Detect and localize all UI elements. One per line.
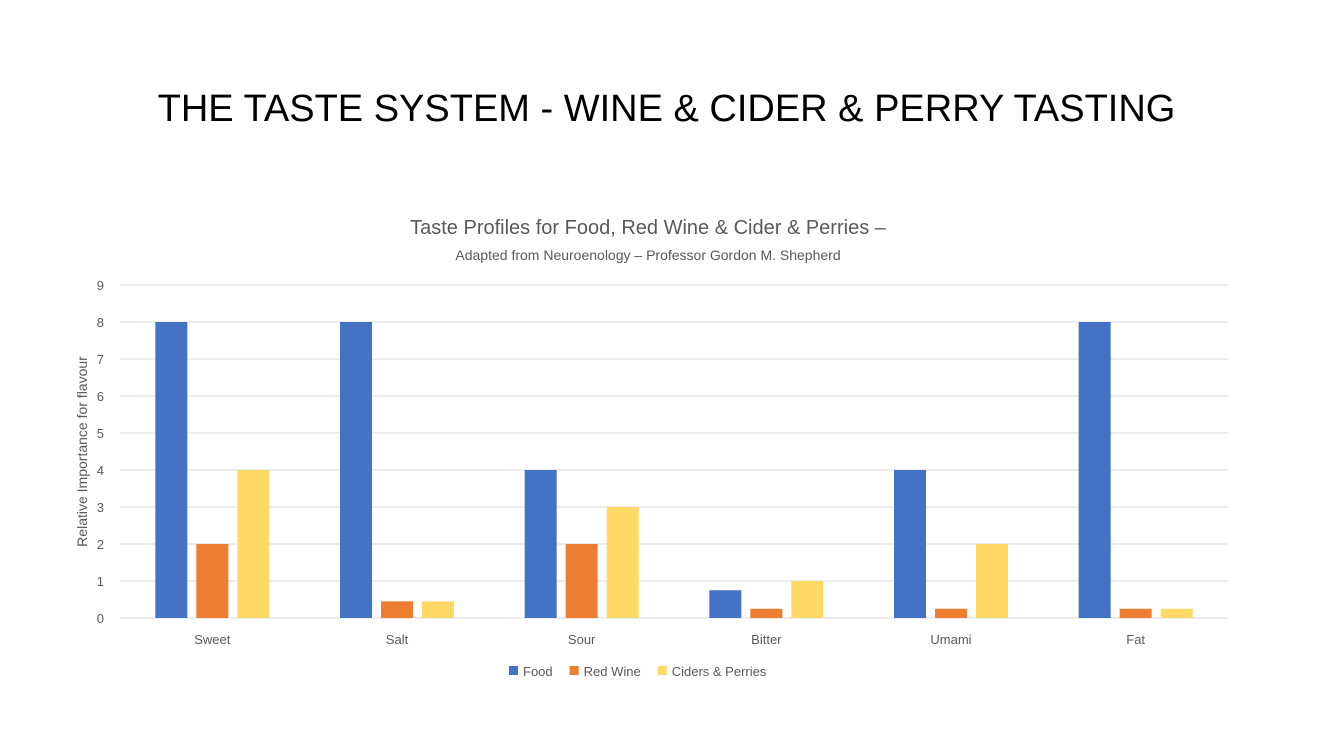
bar-red-wine-sour bbox=[565, 544, 598, 618]
bar-red-wine-salt bbox=[381, 601, 413, 618]
legend-label: Ciders & Perries bbox=[672, 664, 767, 679]
chart-title: Taste Profiles for Food, Red Wine & Cide… bbox=[410, 217, 887, 239]
bar-food-sour bbox=[524, 470, 557, 618]
bar-food-sweet bbox=[155, 322, 188, 618]
y-tick-label: 7 bbox=[97, 352, 104, 367]
y-tick-label: 8 bbox=[97, 315, 104, 330]
y-tick-label: 3 bbox=[97, 500, 104, 515]
x-tick-label: Fat bbox=[1126, 632, 1145, 647]
y-tick-label: 2 bbox=[97, 537, 104, 552]
bar-food-salt bbox=[340, 322, 372, 618]
y-tick-label: 4 bbox=[97, 463, 104, 478]
legend-swatch bbox=[569, 666, 579, 675]
x-tick-label: Sour bbox=[568, 632, 596, 647]
x-tick-label: Umami bbox=[930, 632, 971, 647]
bar-red-wine-bitter bbox=[750, 608, 783, 618]
bar-food-umami bbox=[894, 470, 926, 618]
legend-swatch bbox=[657, 666, 667, 675]
legend-label: Food bbox=[523, 664, 553, 679]
bar-ciders-perries-umami bbox=[976, 544, 1008, 618]
bar-red-wine-fat bbox=[1119, 608, 1152, 618]
legend-swatch bbox=[509, 666, 518, 675]
y-tick-label: 6 bbox=[97, 389, 104, 404]
chart-subtitle: Adapted from Neuroenology – Professor Go… bbox=[455, 247, 840, 263]
bar-ciders-perries-fat bbox=[1160, 608, 1193, 618]
y-axis-label: Relative Importance for flavour bbox=[74, 356, 90, 547]
bar-red-wine-sweet bbox=[196, 544, 229, 618]
y-tick-label: 9 bbox=[97, 278, 104, 293]
bar-ciders-perries-salt bbox=[422, 601, 454, 618]
bar-food-fat bbox=[1078, 322, 1111, 618]
x-tick-label: Bitter bbox=[751, 632, 782, 647]
bar-red-wine-umami bbox=[935, 608, 967, 618]
y-tick-label: 0 bbox=[97, 611, 104, 626]
slide-title: THE TASTE SYSTEM - WINE & CIDER & PERRY … bbox=[157, 88, 1176, 130]
bar-ciders-perries-sweet bbox=[237, 470, 270, 618]
y-tick-label: 5 bbox=[97, 426, 104, 441]
bar-food-bitter bbox=[709, 590, 742, 618]
x-tick-label: Sweet bbox=[194, 632, 231, 647]
bar-ciders-perries-bitter bbox=[791, 581, 824, 618]
y-tick-label: 1 bbox=[97, 574, 104, 589]
legend-label: Red Wine bbox=[584, 664, 641, 679]
x-tick-label: Salt bbox=[386, 632, 409, 647]
bar-ciders-perries-sour bbox=[606, 507, 639, 618]
